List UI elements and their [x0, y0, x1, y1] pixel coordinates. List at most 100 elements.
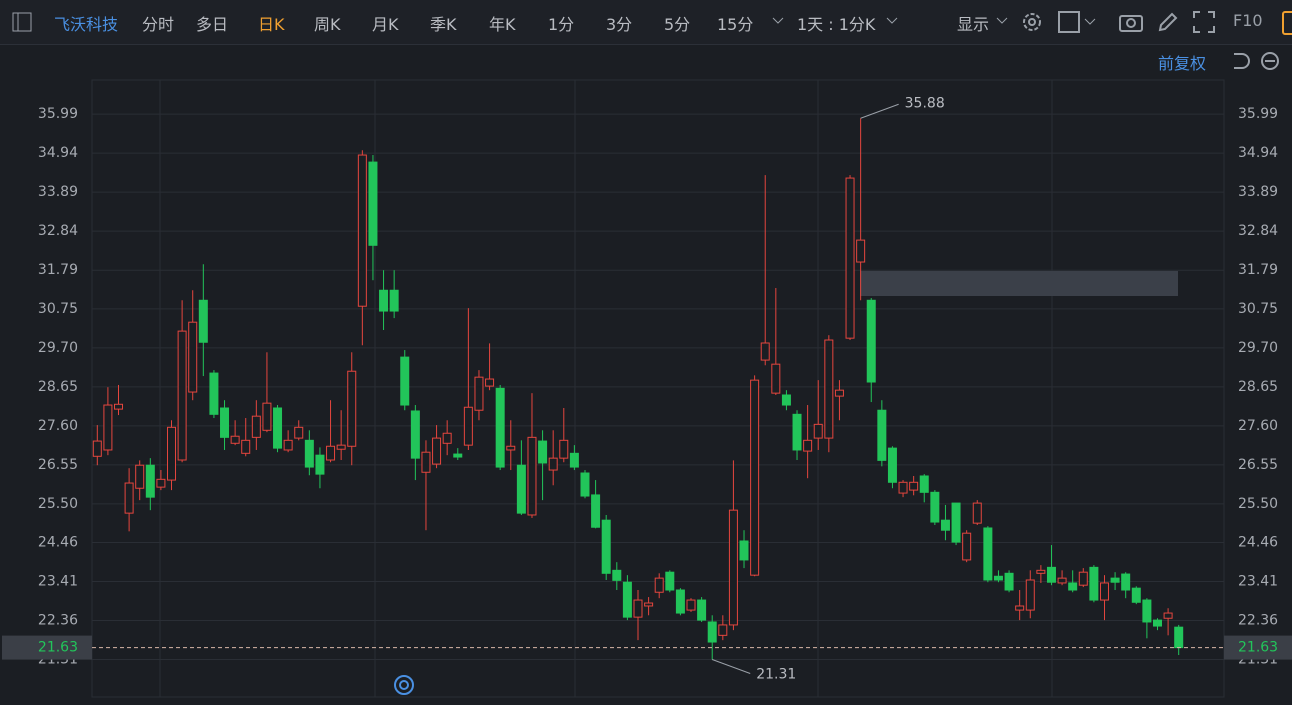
- candle-body: [198, 299, 208, 343]
- display-arrow: [996, 17, 1008, 24]
- candle-body: [612, 569, 622, 581]
- display-menu[interactable]: 显示: [957, 15, 990, 34]
- candle-body: [877, 409, 887, 461]
- candle-body: [654, 577, 664, 593]
- candle-body: [559, 439, 569, 459]
- y-tick-label-right: 27.60: [1238, 418, 1278, 434]
- period-dividers: [159, 80, 1053, 697]
- range-selector[interactable]: 1天 : 1分K: [797, 15, 876, 34]
- candle-body: [527, 436, 537, 516]
- chart: 35.99 35.99 34.94 34.94 33.89 33.89 32.84 32.84…: [2, 79, 1292, 698]
- candle-body: [421, 451, 431, 473]
- candle-body: [1025, 579, 1035, 611]
- candle-body: [114, 403, 124, 410]
- period-tab[interactable]: 周K: [314, 15, 341, 34]
- candle-body: [357, 154, 367, 307]
- candle-body: [453, 453, 463, 458]
- y-tick-label: 22.36: [38, 612, 78, 628]
- candle-body: [1068, 582, 1078, 591]
- candle-body: [188, 321, 198, 393]
- candle-body: [516, 464, 526, 514]
- candle-body: [1121, 573, 1131, 591]
- candle-body: [930, 491, 940, 523]
- candle-body: [548, 457, 558, 471]
- candle-body: [644, 602, 654, 607]
- candle-body: [400, 356, 410, 406]
- candle-body: [1110, 577, 1120, 583]
- period-tab[interactable]: 5分: [664, 15, 691, 34]
- candle-body: [326, 445, 336, 461]
- low-pointer: [712, 659, 751, 674]
- y-tick-label: 29.70: [38, 340, 78, 356]
- period-tab[interactable]: 季K: [430, 15, 457, 34]
- plot-frame: [91, 79, 1225, 698]
- settings-icon[interactable]: [1020, 10, 1044, 34]
- high-label: 35.88: [905, 95, 945, 111]
- fullscreen-icon[interactable]: [1192, 10, 1216, 34]
- y-tick-label-right: 30.75: [1238, 301, 1278, 317]
- candle-body: [209, 372, 219, 415]
- last-price-label-right: 21.63: [1238, 640, 1278, 656]
- y-tick-label-right: 22.36: [1238, 612, 1278, 628]
- candle-body: [887, 447, 897, 483]
- period-tab[interactable]: 3分: [606, 15, 633, 34]
- candle-body: [124, 482, 134, 514]
- y-tick-label-right: 24.46: [1238, 534, 1278, 550]
- f10-button[interactable]: F10: [1233, 11, 1263, 30]
- y-tick-label: 27.60: [38, 418, 78, 434]
- layout-icon[interactable]: [1058, 11, 1100, 33]
- candle-body: [167, 426, 177, 481]
- candle-body: [813, 423, 823, 439]
- y-tick-label: 25.50: [38, 496, 78, 512]
- candle-body: [368, 161, 378, 246]
- y-tick-label-right: 31.79: [1238, 262, 1278, 278]
- candle-body: [909, 481, 919, 491]
- range-arrow: [886, 17, 898, 24]
- candle-body: [781, 394, 791, 406]
- event-icon[interactable]: [394, 675, 414, 695]
- candle-body: [538, 440, 548, 464]
- candle-body: [336, 444, 346, 450]
- period-tab[interactable]: 1分: [548, 15, 575, 34]
- zoom-controls[interactable]: [1230, 50, 1290, 72]
- candle-body: [845, 177, 855, 339]
- candle-body: [1036, 569, 1046, 574]
- period-tab[interactable]: 多日: [196, 15, 229, 34]
- candle-body: [135, 464, 145, 489]
- y-tick-label-right: 23.41: [1238, 573, 1278, 589]
- period-tab[interactable]: 分时: [142, 15, 175, 34]
- draw-icon[interactable]: [1156, 10, 1180, 34]
- candle-body: [463, 406, 473, 446]
- candle-body: [273, 407, 283, 449]
- candle-body: [177, 330, 187, 461]
- adjust-mode[interactable]: 前复权: [1158, 54, 1207, 73]
- candle-body: [951, 502, 961, 543]
- candle-body: [1078, 571, 1088, 586]
- candle-body: [1142, 599, 1152, 623]
- y-tick-label: 26.55: [38, 457, 78, 473]
- period-tab[interactable]: 年K: [489, 15, 516, 34]
- period-tab[interactable]: 月K: [372, 15, 399, 34]
- stock-name[interactable]: 飞沃科技: [54, 15, 119, 34]
- sidebar-icon[interactable]: [12, 12, 32, 32]
- last-price-label: 21.63: [38, 640, 78, 656]
- candle-body: [1163, 612, 1173, 619]
- candle-body: [771, 363, 781, 394]
- candle-body: [432, 437, 442, 465]
- y-tick-label: 23.41: [38, 573, 78, 589]
- period-tab[interactable]: 15分: [717, 15, 754, 34]
- candle-body: [697, 599, 707, 621]
- last-price-box: [2, 635, 92, 660]
- panel-toggle[interactable]: [1282, 11, 1292, 35]
- y-tick-label: 31.79: [38, 262, 78, 278]
- candle-body: [665, 571, 675, 591]
- camera-icon[interactable]: [1118, 10, 1144, 34]
- more-arrow[interactable]: [772, 16, 784, 26]
- candle-body: [283, 439, 293, 451]
- candle-body: [220, 407, 230, 438]
- period-tab[interactable]: 日K: [258, 15, 285, 34]
- drawn-rectangle[interactable]: [860, 271, 1178, 296]
- candle-body: [294, 426, 304, 439]
- y-tick-label-right: 35.99: [1238, 106, 1278, 122]
